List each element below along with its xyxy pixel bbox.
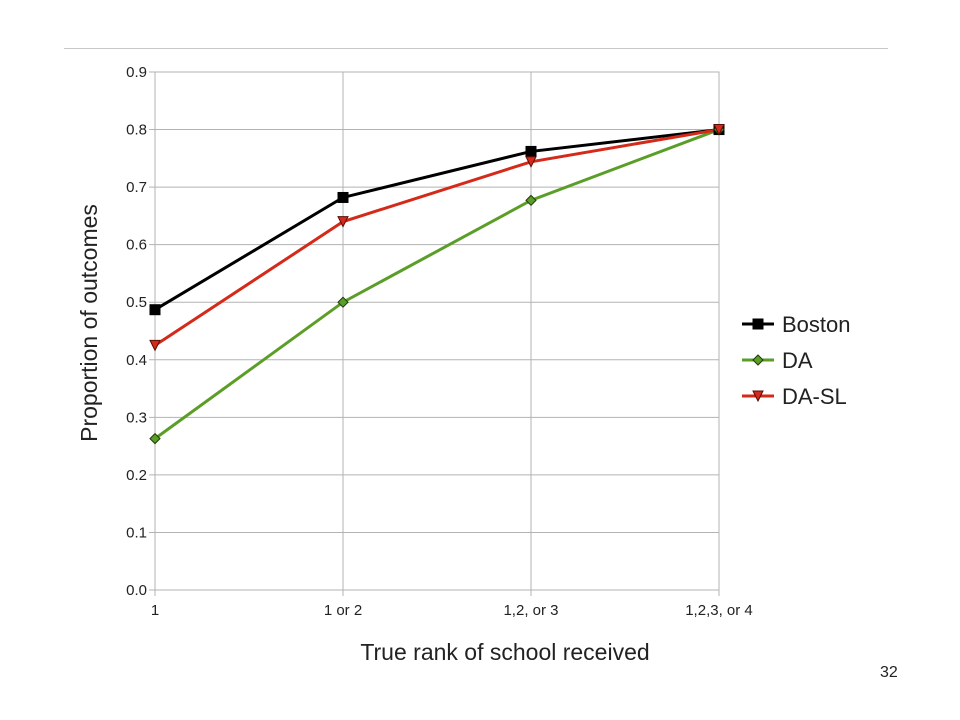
x-tick-label: 1 or 2	[324, 602, 362, 619]
series-lines	[149, 123, 725, 445]
x-tick-labels: 1 1 or 2 1,2, or 3 1,2,3, or 4	[151, 602, 753, 619]
legend-label-da: DA	[782, 348, 813, 373]
legend: Boston DA DA-SL	[742, 312, 851, 409]
data-point-da	[337, 296, 349, 308]
y-tick-label: 0.8	[126, 122, 147, 139]
legend-marker-boston	[752, 318, 764, 330]
data-point-da-sl	[525, 156, 537, 168]
axes	[154, 71, 720, 591]
x-tick-label: 1	[151, 602, 159, 619]
y-tick-labels: 0.0 0.1 0.2 0.3 0.4 0.5 0.6 0.7 0.8 0.9	[126, 64, 147, 599]
x-axis-title: True rank of school received	[360, 639, 649, 665]
y-tick-label: 0.9	[126, 64, 147, 81]
y-tick-label: 0.0	[126, 582, 147, 599]
legend-label-boston: Boston	[782, 312, 851, 337]
y-tick-label: 0.4	[126, 352, 147, 369]
data-point-da-sl	[149, 339, 161, 352]
data-point-boston	[337, 191, 349, 203]
y-tick-label: 0.3	[126, 409, 147, 426]
legend-label-da-sl: DA-SL	[782, 384, 847, 409]
y-tick-label: 0.6	[126, 237, 147, 254]
y-tick-label: 0.2	[126, 467, 147, 484]
legend-marker-da	[752, 354, 764, 366]
y-tick-label: 0.1	[126, 524, 147, 541]
series-line-da	[154, 128, 720, 440]
grid-lines	[149, 71, 720, 596]
series-line-da-sl	[154, 128, 720, 347]
data-point-da	[149, 432, 161, 445]
data-point-da-sl	[713, 124, 725, 136]
legend-marker-da-sl	[752, 390, 764, 403]
plot-area-border	[154, 71, 720, 591]
data-point-boston	[525, 145, 537, 157]
x-tick-label: 1,2, or 3	[503, 602, 558, 619]
y-axis-title: Proportion of outcomes	[76, 204, 102, 442]
data-point-boston	[149, 304, 161, 316]
top-divider-line	[64, 48, 888, 49]
x-tick-label: 1,2,3, or 4	[685, 602, 753, 619]
data-point-da	[525, 194, 537, 207]
y-tick-label: 0.7	[126, 179, 147, 196]
y-tick-label: 0.5	[126, 294, 147, 311]
data-point-da-sl	[337, 216, 349, 228]
page-number: 32	[880, 664, 898, 681]
series-line-boston	[154, 128, 720, 311]
